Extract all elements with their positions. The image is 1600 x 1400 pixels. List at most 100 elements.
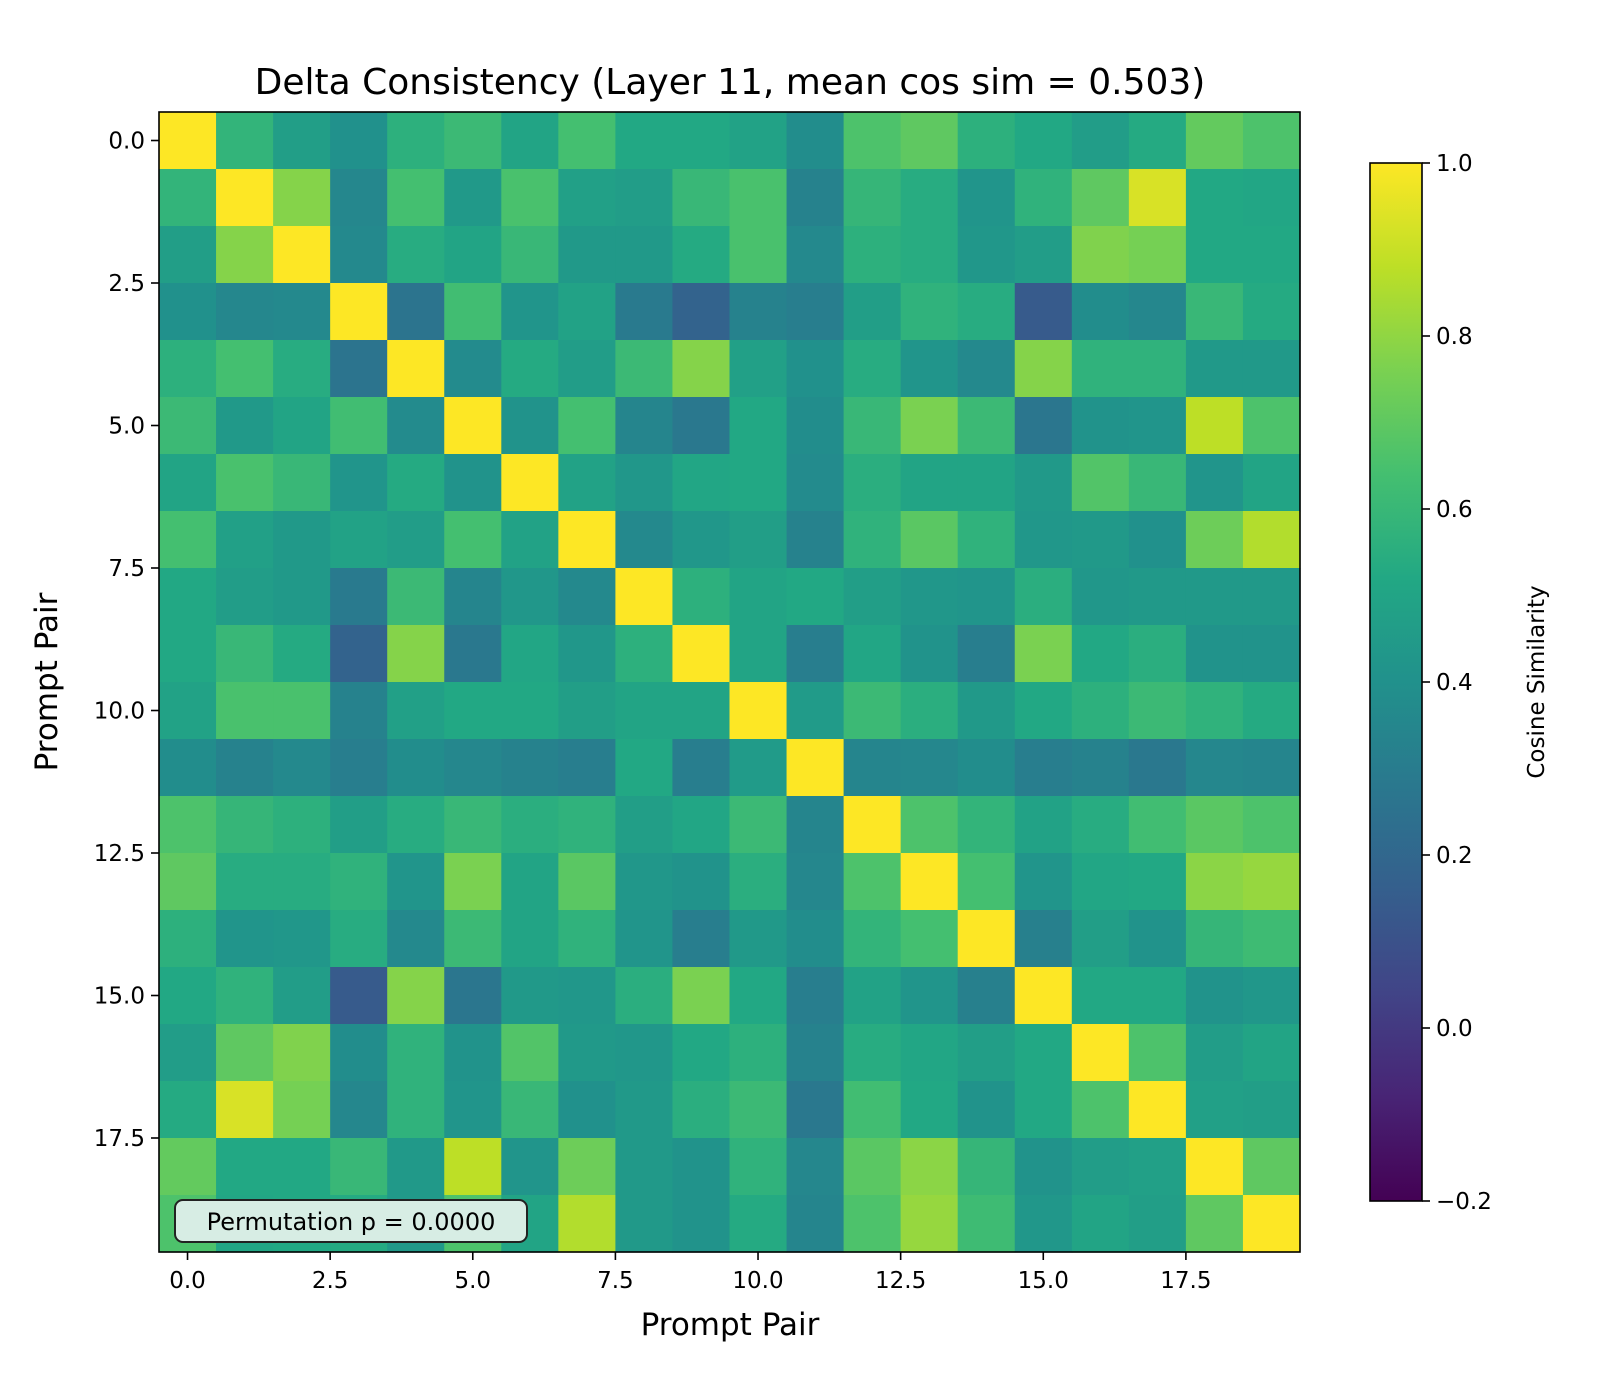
x-tick-label: 12.5 (875, 1268, 926, 1294)
heatmap-cell (1071, 1138, 1130, 1196)
heatmap-cell (330, 169, 388, 227)
heatmap-cell (501, 226, 559, 284)
heatmap-cell (1185, 397, 1244, 455)
heatmap-cell (1071, 283, 1130, 341)
heatmap-cell (843, 796, 902, 854)
heatmap-cell (216, 454, 274, 512)
heatmap-cell (1071, 454, 1130, 512)
heatmap-cell (558, 169, 616, 227)
heatmap-cell (558, 511, 616, 569)
heatmap-cell (216, 625, 274, 683)
heatmap-cell (843, 910, 902, 968)
y-axis-label: Prompt Pair (29, 592, 65, 771)
heatmap-cell (615, 1195, 674, 1253)
heatmap-cell (900, 340, 959, 398)
heatmap-cell (1185, 853, 1244, 911)
heatmap-cell (1242, 340, 1301, 398)
heatmap-cell (786, 454, 845, 512)
heatmap-cell (1242, 1024, 1301, 1082)
heatmap-cell (786, 283, 845, 341)
heatmap-cell (1071, 340, 1130, 398)
heatmap-cell (273, 625, 331, 683)
heatmap-cell (729, 853, 788, 911)
heatmap-cell (1071, 226, 1130, 284)
heatmap-cell (1128, 397, 1187, 455)
heatmap-cell (330, 739, 388, 797)
heatmap-cell (1071, 1195, 1130, 1253)
heatmap-cell (1071, 1024, 1130, 1082)
heatmap-cell (900, 682, 959, 740)
x-tick-label: 17.5 (1160, 1268, 1211, 1294)
heatmap-cell (159, 853, 217, 911)
heatmap-cell (330, 625, 388, 683)
heatmap-cell (843, 169, 902, 227)
heatmap-cell (558, 283, 616, 341)
heatmap-cell (330, 853, 388, 911)
heatmap-cell (957, 283, 1016, 341)
y-tick-label: 5.0 (108, 414, 145, 440)
heatmap-cell (957, 511, 1016, 569)
heatmap-cell (330, 1138, 388, 1196)
heatmap-cell (786, 226, 845, 284)
heatmap-cell (957, 910, 1016, 968)
heatmap-cell (159, 397, 217, 455)
heatmap-cell (159, 910, 217, 968)
heatmap-cell (1128, 625, 1187, 683)
heatmap-cell (1014, 226, 1073, 284)
heatmap-cell (1185, 910, 1244, 968)
heatmap-cell (273, 454, 331, 512)
heatmap-cell (786, 967, 845, 1025)
x-tick-label: 10.0 (732, 1268, 783, 1294)
heatmap-cell (330, 112, 388, 170)
heatmap-cell (216, 1081, 274, 1139)
heatmap-cell (843, 454, 902, 512)
heatmap-cell (900, 1024, 959, 1082)
heatmap-cell (1128, 796, 1187, 854)
heatmap-cell (1128, 454, 1187, 512)
heatmap-cell (1071, 739, 1130, 797)
heatmap-cell (1185, 568, 1244, 626)
heatmap-cell (786, 1024, 845, 1082)
heatmap-cell (387, 910, 445, 968)
heatmap-cell (159, 283, 217, 341)
heatmap-cell (1014, 910, 1073, 968)
heatmap-cell (843, 1138, 902, 1196)
heatmap-cell (1242, 112, 1301, 170)
heatmap-cell (1185, 1138, 1244, 1196)
heatmap-cell (672, 511, 731, 569)
heatmap-cell (1128, 226, 1187, 284)
colorbar-tick-label: 0.0 (1436, 1016, 1473, 1042)
heatmap-cell (273, 397, 331, 455)
heatmap-cell (558, 910, 616, 968)
y-tick-label: 17.5 (94, 1126, 145, 1152)
heatmap-cell (501, 454, 559, 512)
heatmap-cell (444, 796, 502, 854)
heatmap-cell (501, 1081, 559, 1139)
heatmap-cell (216, 739, 274, 797)
heatmap-cell (1242, 1195, 1301, 1253)
heatmap-cell (387, 511, 445, 569)
heatmap-cell (444, 1138, 502, 1196)
heatmap-cell (672, 112, 731, 170)
heatmap-cell (1128, 682, 1187, 740)
heatmap-cell (1014, 1024, 1073, 1082)
heatmap-cell (501, 340, 559, 398)
heatmap-cell (729, 340, 788, 398)
heatmap-cell (957, 226, 1016, 284)
heatmap-cell (1242, 1081, 1301, 1139)
heatmap-cell (330, 511, 388, 569)
heatmap-cell (273, 739, 331, 797)
heatmap-cell (558, 1024, 616, 1082)
heatmap-cell (216, 397, 274, 455)
heatmap-cell (1014, 454, 1073, 512)
heatmap-cell (615, 112, 674, 170)
heatmap-cell (387, 112, 445, 170)
heatmap-cell (387, 967, 445, 1025)
colorbar-tick-label: 1.0 (1436, 151, 1473, 177)
heatmap-cell (216, 340, 274, 398)
heatmap-cell (672, 169, 731, 227)
heatmap-cell (957, 397, 1016, 455)
heatmap-cell (159, 340, 217, 398)
heatmap-cell (558, 340, 616, 398)
heatmap-cell (1014, 853, 1073, 911)
